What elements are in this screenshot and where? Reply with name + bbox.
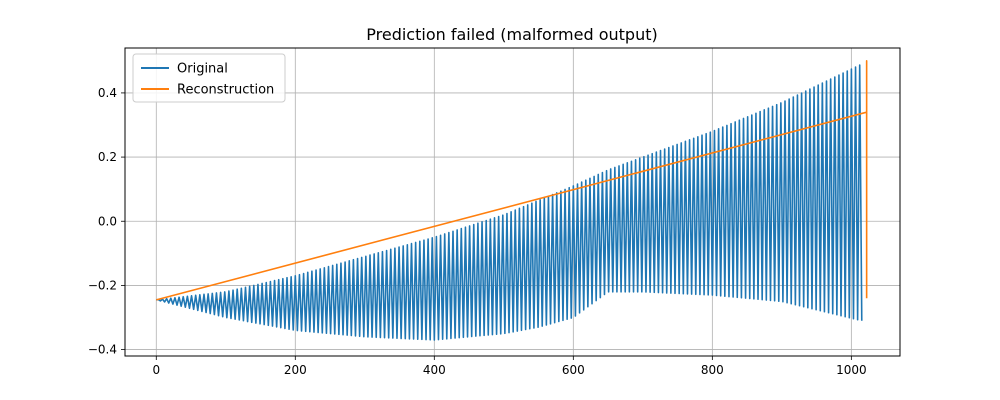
x-tick-label: 600	[562, 363, 585, 377]
series-line-reconstruction	[156, 60, 868, 301]
legend: Original Reconstruction	[132, 53, 286, 103]
y-tick-label: −0.4	[88, 343, 117, 357]
y-tick-label: 0.4	[98, 86, 117, 100]
legend-label: Original	[177, 62, 228, 77]
x-tick-label: 400	[423, 363, 446, 377]
x-tick-label: 800	[701, 363, 724, 377]
y-tick-label: −0.2	[88, 278, 117, 292]
series-line-original	[156, 64, 863, 341]
x-tick-label: 200	[284, 363, 307, 377]
plot-frame	[124, 47, 901, 357]
legend-box	[132, 53, 286, 103]
chart-title: Prediction failed (malformed output)	[366, 25, 657, 44]
x-tick-label: 0	[152, 363, 160, 377]
x-tick-label: 1000	[836, 363, 867, 377]
y-tick-label: 0.2	[98, 150, 117, 164]
y-tick-label: 0.0	[98, 214, 117, 228]
legend-label: Reconstruction	[177, 83, 274, 98]
plot-area	[156, 60, 868, 341]
y-axis: −0.4 −0.2 0.0 0.2 0.4	[88, 86, 125, 357]
x-axis: 0 200 400 600 800 1000	[152, 356, 867, 377]
